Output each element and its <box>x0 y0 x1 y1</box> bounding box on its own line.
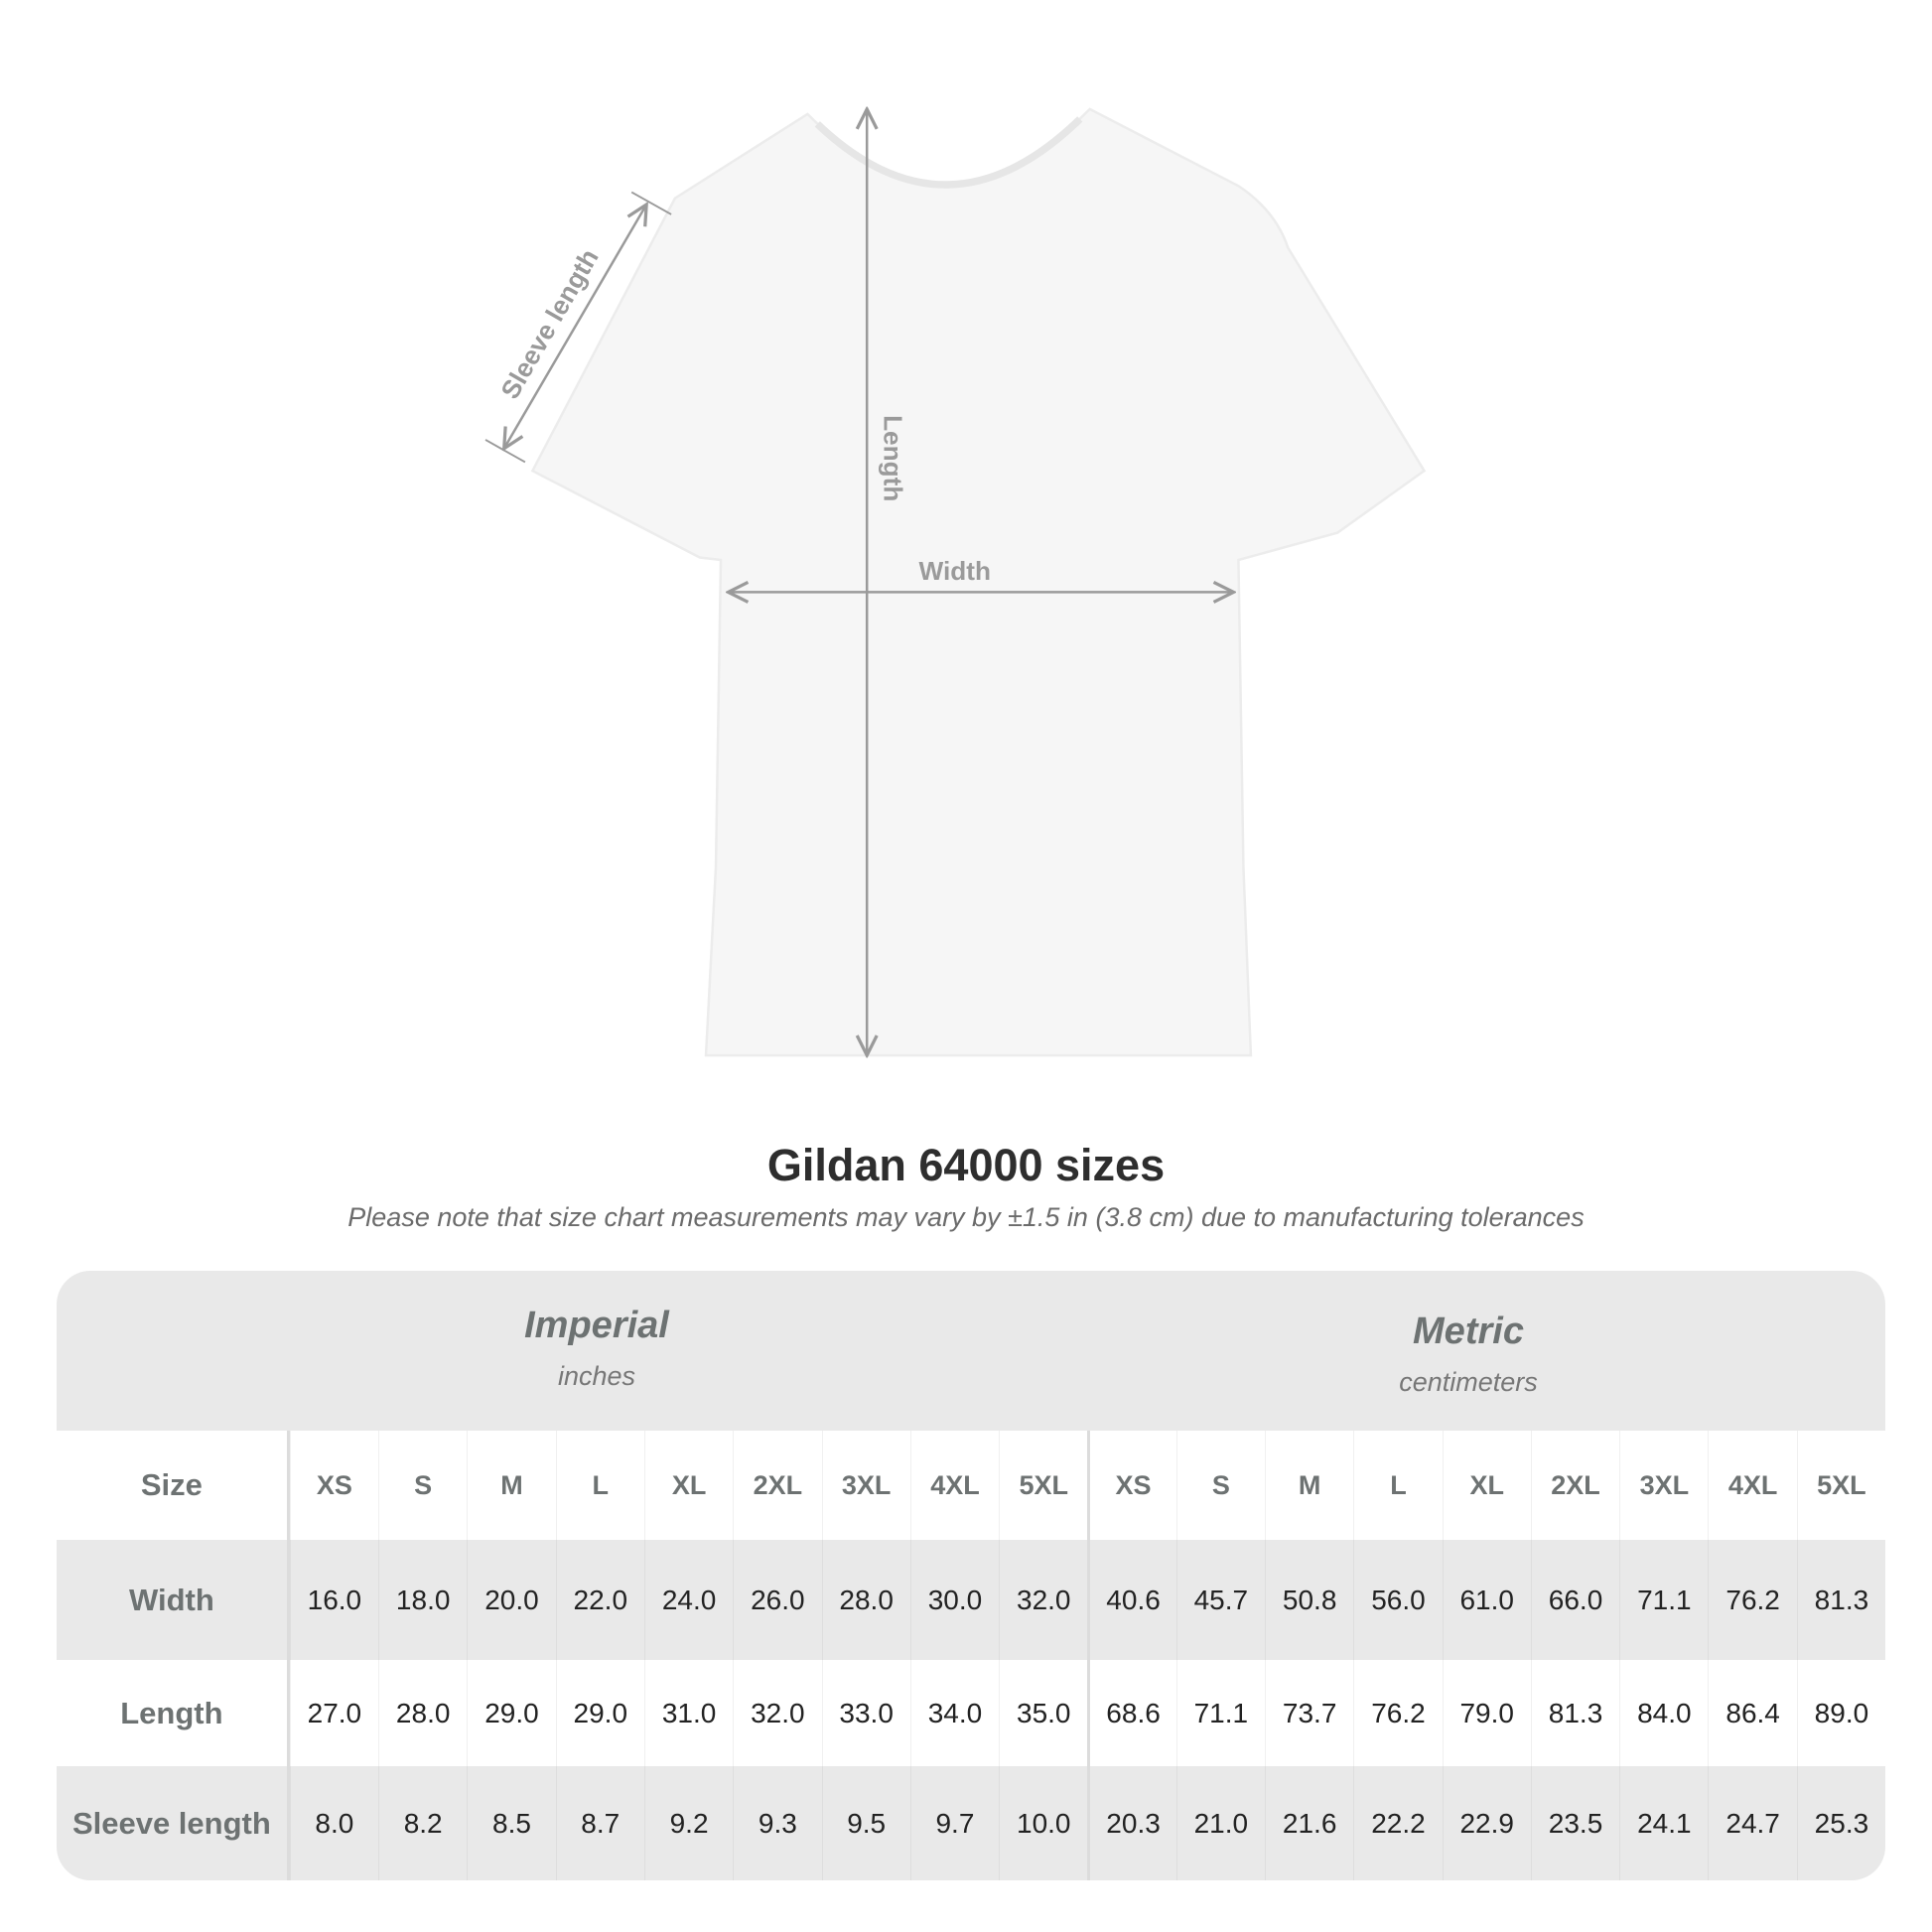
imperial-value: 26.0 <box>733 1540 821 1660</box>
size-table: Imperial inches Metric centimeters Size X… <box>57 1271 1885 1880</box>
imperial-size-S: S <box>378 1431 467 1540</box>
imperial-value: 9.5 <box>821 1766 910 1880</box>
tolerance-note: Please note that size chart measurements… <box>347 1202 1585 1232</box>
metric-value: 76.2 <box>1708 1540 1796 1660</box>
imperial-size-XL: XL <box>643 1431 733 1540</box>
imperial-value: 27.0 <box>289 1660 378 1766</box>
metric-value: 22.2 <box>1353 1766 1442 1880</box>
metric-value: 61.0 <box>1442 1540 1531 1660</box>
metric-value: 45.7 <box>1175 1540 1265 1660</box>
imperial-title: Imperial <box>524 1305 669 1346</box>
imperial-value: 9.7 <box>909 1766 999 1880</box>
imperial-size-3XL: 3XL <box>821 1431 910 1540</box>
imperial-value: 30.0 <box>909 1540 999 1660</box>
metric-value: 50.8 <box>1265 1540 1353 1660</box>
metric-value: 24.7 <box>1708 1766 1796 1880</box>
metric-value: 21.0 <box>1175 1766 1265 1880</box>
metric-header: Metric centimeters <box>1171 1311 1766 1398</box>
imperial-value: 16.0 <box>289 1540 378 1660</box>
metric-value: 20.3 <box>1087 1766 1175 1880</box>
imperial-value: 34.0 <box>909 1660 999 1766</box>
metric-value: 23.5 <box>1530 1766 1619 1880</box>
metric-value: 24.1 <box>1619 1766 1708 1880</box>
metric-value: 25.3 <box>1796 1766 1885 1880</box>
imperial-value: 24.0 <box>643 1540 733 1660</box>
imperial-value: 8.2 <box>378 1766 467 1880</box>
size-label: Size <box>57 1431 290 1540</box>
width-label: Width <box>919 556 991 586</box>
imperial-value: 9.3 <box>733 1766 821 1880</box>
imperial-value: 31.0 <box>643 1660 733 1766</box>
metric-size-L: L <box>1353 1431 1442 1540</box>
metric-value: 81.3 <box>1796 1540 1885 1660</box>
metric-size-3XL: 3XL <box>1619 1431 1708 1540</box>
metric-size-2XL: 2XL <box>1530 1431 1619 1540</box>
imperial-value: 8.7 <box>555 1766 644 1880</box>
imperial-value: 22.0 <box>555 1540 644 1660</box>
row-label: Sleeve length <box>57 1766 290 1880</box>
imperial-size-XS: XS <box>289 1431 378 1540</box>
imperial-value: 8.0 <box>289 1766 378 1880</box>
table-row: Sleeve length 8.0 8.2 8.5 8.7 9.2 9.3 9.5 9.7 10.… <box>57 1766 1885 1880</box>
imperial-value: 18.0 <box>378 1540 467 1660</box>
size-row: Size XS S M L XL 2XL 3XL 4XL 5XL XS S M L XL 2XL 3XL 4XL 5… <box>57 1431 1885 1540</box>
metric-value: 86.4 <box>1708 1660 1796 1766</box>
metric-value: 71.1 <box>1619 1540 1708 1660</box>
metric-title: Metric <box>1413 1311 1524 1352</box>
imperial-size-L: L <box>555 1431 644 1540</box>
imperial-value: 32.0 <box>999 1540 1087 1660</box>
metric-value: 66.0 <box>1530 1540 1619 1660</box>
table-row: Width 16.0 18.0 20.0 22.0 24.0 26.0 28.0 30.0 32.… <box>57 1540 1885 1660</box>
length-label: Length <box>879 415 908 501</box>
metric-value: 21.6 <box>1265 1766 1353 1880</box>
metric-value: 79.0 <box>1442 1660 1531 1766</box>
metric-value: 71.1 <box>1175 1660 1265 1766</box>
metric-value: 22.9 <box>1442 1766 1531 1880</box>
imperial-value: 29.0 <box>555 1660 644 1766</box>
imperial-value: 33.0 <box>821 1660 910 1766</box>
metric-value: 81.3 <box>1530 1660 1619 1766</box>
metric-size-M: M <box>1265 1431 1353 1540</box>
metric-value: 68.6 <box>1087 1660 1175 1766</box>
imperial-size-5XL: 5XL <box>999 1431 1087 1540</box>
row-label: Width <box>57 1540 290 1660</box>
unit-header: Imperial inches Metric centimeters <box>57 1271 1885 1431</box>
metric-size-XS: XS <box>1087 1431 1175 1540</box>
imperial-value: 20.0 <box>467 1540 555 1660</box>
metric-value: 56.0 <box>1353 1540 1442 1660</box>
sleeve-arrow <box>504 205 646 449</box>
imperial-value: 9.2 <box>643 1766 733 1880</box>
metric-size-XL: XL <box>1442 1431 1531 1540</box>
metric-value: 73.7 <box>1265 1660 1353 1766</box>
imperial-value: 32.0 <box>733 1660 821 1766</box>
table-row: Length 27.0 28.0 29.0 29.0 31.0 32.0 33.0 34.0 35… <box>57 1660 1885 1766</box>
page-title: Gildan 64000 sizes <box>766 1140 1166 1190</box>
imperial-value: 28.0 <box>821 1540 910 1660</box>
metric-value: 89.0 <box>1796 1660 1885 1766</box>
imperial-value: 35.0 <box>999 1660 1087 1766</box>
imperial-header: Imperial inches <box>299 1305 895 1392</box>
imperial-value: 8.5 <box>467 1766 555 1880</box>
metric-value: 84.0 <box>1619 1660 1708 1766</box>
imperial-value: 10.0 <box>999 1766 1087 1880</box>
imperial-size-2XL: 2XL <box>733 1431 821 1540</box>
metric-size-S: S <box>1175 1431 1265 1540</box>
tshirt-diagram: Length Width Sleeve length <box>484 0 1427 1115</box>
metric-size-4XL: 4XL <box>1708 1431 1796 1540</box>
imperial-size-4XL: 4XL <box>909 1431 999 1540</box>
metric-unit: centimeters <box>1399 1367 1538 1397</box>
imperial-size-M: M <box>467 1431 555 1540</box>
metric-size-5XL: 5XL <box>1796 1431 1885 1540</box>
imperial-unit: inches <box>557 1361 636 1391</box>
metric-value: 76.2 <box>1353 1660 1442 1766</box>
row-label: Length <box>57 1660 290 1766</box>
imperial-value: 28.0 <box>378 1660 467 1766</box>
metric-value: 40.6 <box>1087 1540 1175 1660</box>
imperial-value: 29.0 <box>467 1660 555 1766</box>
